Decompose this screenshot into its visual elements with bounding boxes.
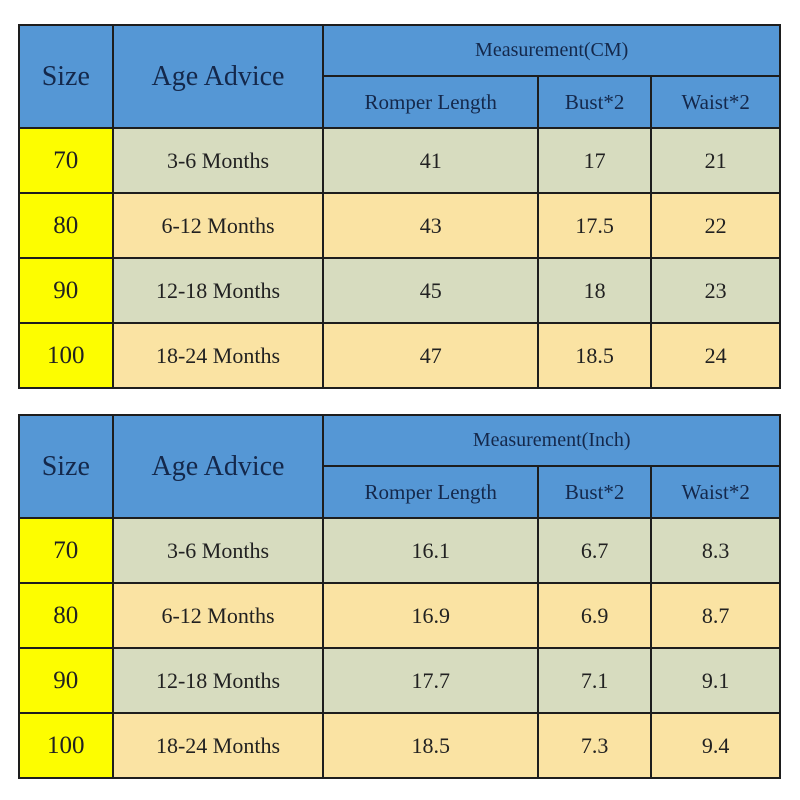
age-advice-cell: 18-24 Months (111, 322, 325, 389)
age-advice-cell: 12-18 Months (111, 257, 325, 324)
size-cell: 80 (18, 192, 114, 259)
size-chart-cm-table: Size Age Advice Measurement(CM) Romper L… (18, 24, 781, 389)
size-cell: 70 (18, 127, 114, 194)
romper-length-cell: 17.7 (322, 647, 539, 714)
size-column-header: Size (18, 24, 114, 129)
romper-length-cell: 16.1 (322, 517, 539, 584)
size-cell: 90 (18, 257, 114, 324)
table-row: 70 3-6 Months 41 17 21 (18, 127, 781, 194)
waist-cell: 24 (650, 322, 781, 389)
waist-cell: 22 (650, 192, 781, 259)
size-cell: 100 (18, 322, 114, 389)
age-advice-cell: 6-12 Months (111, 582, 325, 649)
romper-length-column-header: Romper Length (322, 75, 539, 129)
bust-cell: 17.5 (536, 192, 653, 259)
age-advice-cell: 18-24 Months (111, 712, 325, 779)
romper-length-cell: 16.9 (322, 582, 539, 649)
age-advice-cell: 3-6 Months (111, 517, 325, 584)
waist-cell: 8.7 (650, 582, 781, 649)
size-chart-inch-table: Size Age Advice Measurement(Inch) Romper… (18, 414, 781, 779)
table-row: 100 18-24 Months 18.5 7.3 9.4 (18, 712, 781, 779)
romper-length-cell: 43 (322, 192, 539, 259)
bust-column-header: Bust*2 (536, 75, 653, 129)
romper-length-cell: 45 (322, 257, 539, 324)
bust-cell: 18 (536, 257, 653, 324)
sub-header-row: Romper Length Bust*2 Waist*2 (19, 465, 781, 519)
waist-column-header: Waist*2 (650, 75, 781, 129)
size-cell: 100 (18, 712, 114, 779)
waist-cell: 8.3 (650, 517, 781, 584)
waist-cell: 9.4 (650, 712, 781, 779)
age-advice-cell: 6-12 Months (111, 192, 325, 259)
waist-cell: 9.1 (650, 647, 781, 714)
bust-cell: 6.9 (536, 582, 653, 649)
waist-cell: 23 (650, 257, 781, 324)
measurement-inch-header: Measurement(Inch) (322, 414, 781, 467)
table-row: 100 18-24 Months 47 18.5 24 (18, 322, 781, 389)
romper-length-cell: 18.5 (322, 712, 539, 779)
table-row: 80 6-12 Months 16.9 6.9 8.7 (18, 582, 781, 649)
romper-length-cell: 41 (322, 127, 539, 194)
bust-cell: 17 (536, 127, 653, 194)
table-row: 70 3-6 Months 16.1 6.7 8.3 (18, 517, 781, 584)
size-cell: 70 (18, 517, 114, 584)
size-cell: 80 (18, 582, 114, 649)
header-row: Size Age Advice Measurement(CM) (18, 24, 781, 129)
age-advice-cell: 12-18 Months (111, 647, 325, 714)
page: Size Age Advice Measurement(CM) Romper L… (18, 24, 781, 779)
bust-cell: 7.1 (536, 647, 653, 714)
size-column-header: Size (18, 414, 114, 519)
size-cell: 90 (18, 647, 114, 714)
table-row: 90 12-18 Months 17.7 7.1 9.1 (18, 647, 781, 714)
measurement-cm-header: Measurement(CM) (322, 24, 781, 77)
age-advice-column-header: Age Advice (111, 414, 325, 519)
bust-column-header: Bust*2 (536, 465, 653, 519)
sub-header-row: Romper Length Bust*2 Waist*2 (19, 75, 781, 129)
table-row: 90 12-18 Months 45 18 23 (18, 257, 781, 324)
table-row: 80 6-12 Months 43 17.5 22 (18, 192, 781, 259)
age-advice-cell: 3-6 Months (111, 127, 325, 194)
romper-length-cell: 47 (322, 322, 539, 389)
age-advice-column-header: Age Advice (111, 24, 325, 129)
romper-length-column-header: Romper Length (322, 465, 539, 519)
waist-cell: 21 (650, 127, 781, 194)
waist-column-header: Waist*2 (650, 465, 781, 519)
header-row: Size Age Advice Measurement(Inch) (18, 414, 781, 519)
bust-cell: 7.3 (536, 712, 653, 779)
bust-cell: 6.7 (536, 517, 653, 584)
bust-cell: 18.5 (536, 322, 653, 389)
